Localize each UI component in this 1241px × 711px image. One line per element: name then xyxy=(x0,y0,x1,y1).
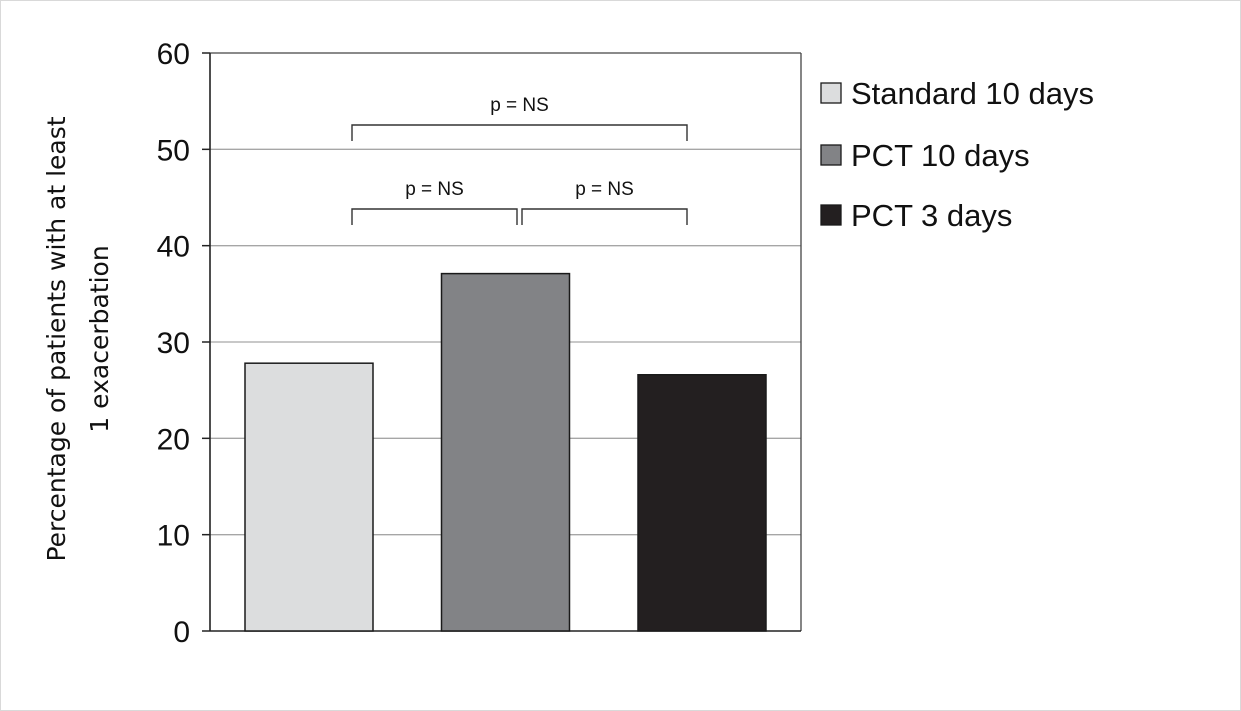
bars xyxy=(244,272,767,632)
legend-swatch xyxy=(820,204,842,226)
legend-label: Standard 10 days xyxy=(851,76,1094,111)
legend-label: PCT 3 days xyxy=(851,198,1012,233)
legend-swatch xyxy=(820,82,842,104)
y-tick-label: 0 xyxy=(173,616,190,649)
legend-label: PCT 10 days xyxy=(851,138,1030,173)
legend: Standard 10 days PCT 10 days PCT 3 days xyxy=(820,76,1094,233)
significance-annotations: p = NS p = NS p = NS xyxy=(351,95,688,225)
significance-label: p = NS xyxy=(575,179,634,200)
legend-swatch xyxy=(820,144,842,166)
significance-label: p = NS xyxy=(405,179,464,200)
y-tick-label: 60 xyxy=(157,38,190,71)
y-tick-label: 30 xyxy=(157,327,190,360)
y-tick-label: 20 xyxy=(157,423,190,456)
bar-standard-10-days xyxy=(244,362,374,632)
significance-label: p = NS xyxy=(490,95,549,116)
bar-pct-3-days xyxy=(637,374,767,632)
y-axis-label: Percentage of patients with at least 1 ex… xyxy=(42,116,114,561)
y-axis-label-line: Percentage of patients with at least xyxy=(42,116,71,561)
y-tick-label: 10 xyxy=(157,520,190,553)
significance-bracket xyxy=(521,208,688,225)
bar-pct-10-days xyxy=(440,272,571,632)
y-tick-label: 40 xyxy=(157,231,190,264)
significance-bracket xyxy=(351,208,518,225)
y-tick-label: 50 xyxy=(157,134,190,167)
y-axis-label-line: 1 exacerbation xyxy=(85,245,114,432)
y-axis-ticks: 0 10 20 30 40 50 60 xyxy=(157,38,210,649)
significance-bracket xyxy=(351,124,688,141)
